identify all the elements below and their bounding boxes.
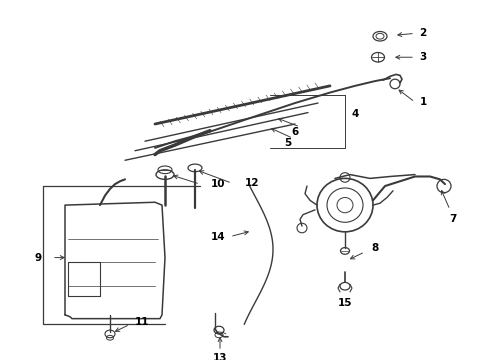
Text: 13: 13 [212, 353, 227, 360]
Text: 9: 9 [34, 253, 41, 262]
Text: 15: 15 [337, 298, 351, 309]
Text: 14: 14 [210, 231, 225, 242]
Text: 4: 4 [350, 109, 358, 120]
Text: 8: 8 [370, 243, 378, 253]
Text: 7: 7 [448, 215, 456, 224]
Text: 11: 11 [135, 318, 149, 328]
Text: 10: 10 [210, 179, 225, 189]
Text: 5: 5 [284, 138, 291, 148]
Text: 6: 6 [291, 127, 298, 137]
Text: 3: 3 [419, 52, 426, 62]
Text: 12: 12 [244, 178, 259, 188]
Text: 1: 1 [419, 97, 426, 107]
Text: 2: 2 [419, 28, 426, 39]
